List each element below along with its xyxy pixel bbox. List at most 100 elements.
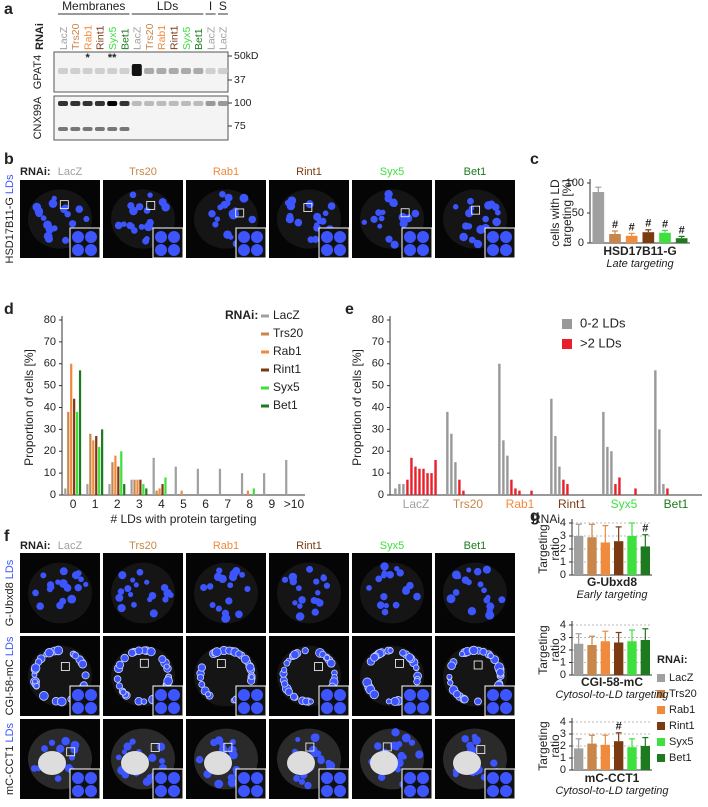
y-tick-label: 50 [44, 380, 56, 392]
y-tick-label: 4 [560, 517, 566, 529]
lipid-droplet [467, 197, 474, 205]
lipid-droplet [375, 575, 383, 583]
lipid-droplet [281, 680, 289, 688]
cell [111, 562, 175, 624]
marker-label: 50kD [234, 50, 259, 62]
x-tick-label: Rint1 [558, 497, 586, 511]
legend-swatch [562, 339, 572, 349]
y-tick-label: 1 [560, 656, 566, 668]
x-tick-label: 2 [114, 497, 121, 511]
zoom-box [66, 747, 76, 757]
bar [142, 484, 145, 495]
lipid-droplet [118, 571, 127, 580]
lipid-droplet [248, 674, 255, 680]
lipid-droplet [323, 582, 331, 589]
lipid-droplet [162, 596, 169, 603]
lipid-droplet [238, 244, 250, 256]
lipid-droplet [369, 689, 379, 700]
lipid-droplet [244, 585, 251, 593]
legend-label: Trs20 [669, 688, 697, 700]
y-tick-label: 1 [560, 752, 566, 764]
subtitle: Early targeting [577, 589, 649, 601]
lipid-droplet [481, 587, 487, 594]
lipid-droplet [129, 738, 136, 745]
bar [111, 462, 114, 495]
bar [394, 488, 397, 495]
y-tick-label: 4 [560, 619, 566, 631]
y-tick-label: 40 [44, 401, 56, 413]
marker-label: 75 [234, 120, 246, 132]
lipid-droplet [115, 682, 123, 690]
blot-band [94, 127, 105, 131]
y-tick-label: 0 [378, 489, 384, 501]
y-axis-label: Targeting [536, 625, 550, 674]
lipid-droplet [290, 650, 300, 660]
bar [462, 490, 465, 495]
lane-label: Rint1 [95, 25, 107, 50]
lipid-droplet [321, 702, 333, 714]
lipid-droplet [168, 702, 180, 714]
lane-label: Trs20 [144, 23, 156, 50]
lipid-droplet [465, 209, 474, 218]
lipid-droplet [68, 220, 77, 228]
lipid-droplet [85, 689, 97, 701]
lipid-droplet [44, 648, 54, 658]
lipid-droplet [248, 215, 257, 224]
lipid-droplet [334, 785, 346, 797]
lipid-droplet [214, 216, 221, 222]
lipid-droplet [227, 582, 234, 589]
lipid-droplet [327, 202, 336, 210]
lipid-droplet [293, 774, 301, 782]
zoom-box [471, 205, 481, 215]
blot-band [144, 68, 155, 74]
lipid-droplet [405, 214, 413, 222]
lipid-droplet [387, 647, 394, 654]
y-tick-label: 60 [44, 358, 56, 370]
asterisk: * [85, 52, 90, 64]
y-tick-label: 70 [44, 336, 56, 348]
bar [145, 488, 148, 495]
lipid-droplet [417, 785, 429, 797]
bar [70, 363, 73, 495]
lipid-droplet [238, 785, 250, 797]
lane-label: LacZ [132, 26, 144, 50]
y-tick-label: 3 [560, 530, 566, 542]
lipid-droplet [319, 650, 327, 659]
legend-label: Syx5 [273, 380, 300, 394]
lipid-droplet [138, 223, 145, 230]
bar [506, 455, 509, 495]
legend-label: Bet1 [669, 752, 692, 764]
lipid-droplet [284, 687, 293, 696]
lipid-droplet [120, 653, 129, 663]
lipid-droplet [168, 689, 180, 701]
zoom-box [303, 203, 313, 212]
x-tick-label: 7 [224, 497, 231, 511]
lipid-droplet [124, 585, 132, 593]
blot-band [82, 101, 93, 106]
lipid-droplet [496, 668, 505, 677]
zoom-box [305, 742, 315, 752]
legend-label: 0-2 LDs [580, 315, 626, 330]
blot-label: CNX99A [32, 96, 44, 139]
lipid-droplet [284, 200, 291, 206]
subtitle: Late targeting [606, 258, 674, 270]
lipid-droplet [317, 756, 325, 765]
blot-band [82, 127, 93, 131]
x-tick-label: Rab1 [506, 497, 535, 511]
lipid-droplet [306, 565, 314, 573]
lipid-droplet [211, 647, 222, 657]
bar [64, 488, 67, 495]
lipid-droplet [390, 240, 399, 249]
x-tick-label: 0 [70, 497, 77, 511]
zoom-box [382, 742, 392, 752]
lipid-droplet [468, 236, 476, 244]
bar [161, 484, 164, 495]
asterisk: ** [108, 52, 117, 64]
bar [530, 490, 533, 495]
lipid-droplet [404, 689, 416, 701]
lipid-droplet [487, 231, 499, 243]
annotation: # [642, 523, 648, 535]
lipid-droplet [46, 585, 54, 593]
lipid-droplet [208, 209, 216, 218]
bar [108, 484, 111, 495]
